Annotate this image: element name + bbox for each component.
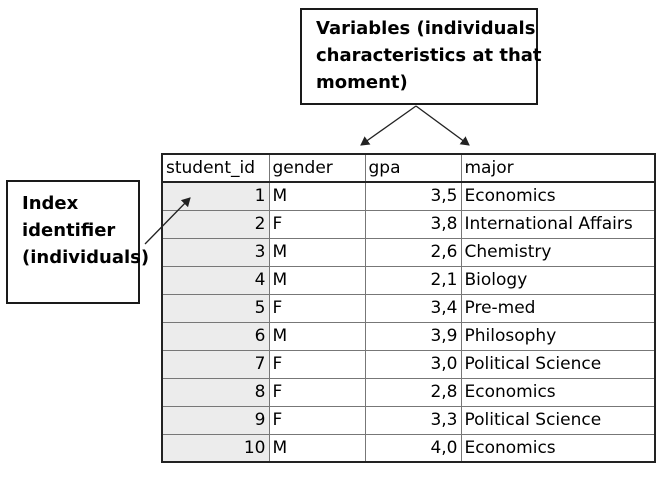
student-id-cell: 7 xyxy=(161,349,270,379)
index-callout-line-2: identifier xyxy=(22,220,116,241)
gender-cell: M xyxy=(268,433,366,463)
variables-callout-line-1: Variables (individuals xyxy=(316,18,536,39)
major-cell: International Affairs xyxy=(460,209,656,239)
gender-cell: M xyxy=(268,321,366,351)
variables-callout-box: Variables (individuals characteristics a… xyxy=(300,8,542,105)
student-data-table: student_id gender gpa major 1 M 3,5 Economi… xyxy=(161,153,656,463)
table-row: 2 F 3,8 International Affairs xyxy=(161,209,656,239)
major-cell: Economics xyxy=(460,433,656,463)
major-cell: Biology xyxy=(460,265,656,295)
student-id-cell: 3 xyxy=(161,237,270,267)
major-cell: Pre-med xyxy=(460,293,656,323)
variables-callout-line-3: moment) xyxy=(316,72,408,93)
table-row: 8 F 2,8 Economics xyxy=(161,377,656,407)
gpa-cell: 3,8 xyxy=(364,209,462,239)
student-id-cell: 1 xyxy=(161,181,270,211)
gpa-cell: 2,8 xyxy=(364,377,462,407)
table-header-row: student_id gender gpa major xyxy=(161,153,656,183)
variables-callout-line-2: characteristics at that xyxy=(316,45,542,66)
major-cell: Economics xyxy=(460,377,656,407)
gender-cell: F xyxy=(268,405,366,435)
major-cell: Philosophy xyxy=(460,321,656,351)
gender-cell: F xyxy=(268,293,366,323)
header-major: major xyxy=(460,153,656,183)
gender-cell: M xyxy=(268,237,366,267)
major-cell: Chemistry xyxy=(460,237,656,267)
index-callout-line-3: (individuals) xyxy=(22,247,150,268)
table-row: 4 M 2,1 Biology xyxy=(161,265,656,295)
major-cell: Economics xyxy=(460,181,656,211)
student-id-cell: 10 xyxy=(161,433,270,463)
arrow-to-gpa-column xyxy=(360,105,417,146)
index-callout-box: Index identifier (individuals) xyxy=(6,180,150,304)
student-id-cell: 6 xyxy=(161,321,270,351)
gpa-cell: 3,3 xyxy=(364,405,462,435)
table-row: 5 F 3,4 Pre-med xyxy=(161,293,656,323)
gpa-cell: 4,0 xyxy=(364,433,462,463)
arrow-to-major-column xyxy=(415,105,470,146)
student-id-cell: 2 xyxy=(161,209,270,239)
header-gender: gender xyxy=(268,153,366,183)
table-row: 7 F 3,0 Political Science xyxy=(161,349,656,379)
gender-cell: M xyxy=(268,265,366,295)
student-id-cell: 9 xyxy=(161,405,270,435)
gpa-cell: 2,1 xyxy=(364,265,462,295)
table-row: 3 M 2,6 Chemistry xyxy=(161,237,656,267)
gender-cell: M xyxy=(268,181,366,211)
index-callout-line-1: Index xyxy=(22,193,79,214)
student-id-cell: 5 xyxy=(161,293,270,323)
gpa-cell: 3,9 xyxy=(364,321,462,351)
major-cell: Political Science xyxy=(460,405,656,435)
major-cell: Political Science xyxy=(460,349,656,379)
gpa-cell: 2,6 xyxy=(364,237,462,267)
student-id-cell: 8 xyxy=(161,377,270,407)
table-row: 1 M 3,5 Economics xyxy=(161,181,656,211)
gender-cell: F xyxy=(268,377,366,407)
table-row: 10 M 4,0 Economics xyxy=(161,433,656,463)
header-student-id: student_id xyxy=(161,153,270,183)
gender-cell: F xyxy=(268,349,366,379)
gpa-cell: 3,4 xyxy=(364,293,462,323)
table-row: 6 M 3,9 Philosophy xyxy=(161,321,656,351)
gender-cell: F xyxy=(268,209,366,239)
gpa-cell: 3,0 xyxy=(364,349,462,379)
header-gpa: gpa xyxy=(364,153,462,183)
table-row: 9 F 3,3 Political Science xyxy=(161,405,656,435)
gpa-cell: 3,5 xyxy=(364,181,462,211)
student-id-cell: 4 xyxy=(161,265,270,295)
